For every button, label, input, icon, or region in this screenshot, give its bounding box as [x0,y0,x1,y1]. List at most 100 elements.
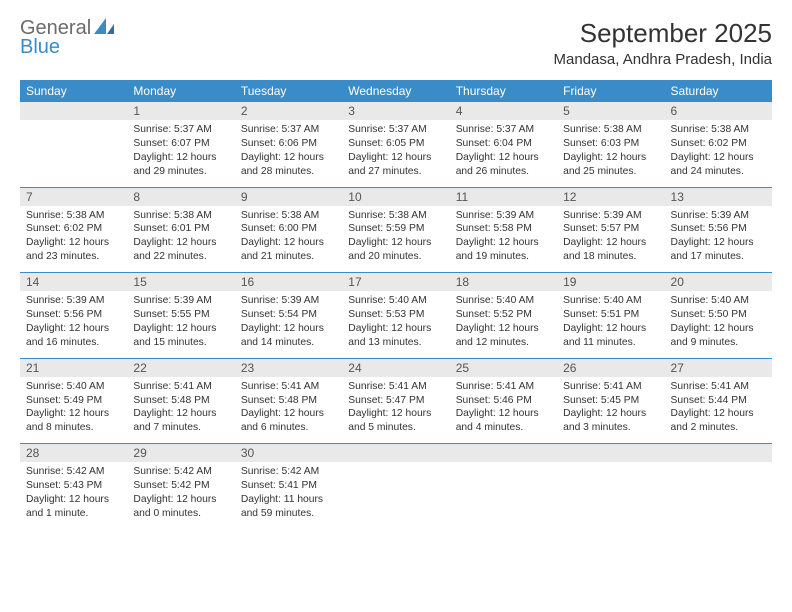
day-body [450,462,557,473]
sunrise-text: Sunrise: 5:39 AM [241,294,336,308]
calendar-cell [20,102,127,187]
day-number [450,444,557,462]
daylight-text: Daylight: 12 hours and 23 minutes. [26,236,121,264]
day-header: Thursday [450,80,557,102]
day-number: 27 [665,359,772,377]
sunrise-text: Sunrise: 5:41 AM [133,380,228,394]
sunset-text: Sunset: 5:55 PM [133,308,228,322]
month-title: September 2025 [554,18,772,49]
day-body [557,462,664,473]
sunset-text: Sunset: 5:50 PM [671,308,766,322]
sunset-text: Sunset: 5:43 PM [26,479,121,493]
daylight-text: Daylight: 12 hours and 18 minutes. [563,236,658,264]
calendar-cell: 1Sunrise: 5:37 AMSunset: 6:07 PMDaylight… [127,102,234,187]
daylight-text: Daylight: 12 hours and 17 minutes. [671,236,766,264]
sunrise-text: Sunrise: 5:38 AM [348,209,443,223]
sunset-text: Sunset: 5:42 PM [133,479,228,493]
day-number: 28 [20,444,127,462]
day-number: 5 [557,102,664,120]
day-number: 15 [127,273,234,291]
day-body: Sunrise: 5:39 AMSunset: 5:56 PMDaylight:… [20,291,127,358]
calendar-cell: 30Sunrise: 5:42 AMSunset: 5:41 PMDayligh… [235,444,342,529]
sunrise-text: Sunrise: 5:37 AM [456,123,551,137]
day-number: 14 [20,273,127,291]
day-body: Sunrise: 5:38 AMSunset: 6:01 PMDaylight:… [127,206,234,273]
day-number: 16 [235,273,342,291]
daylight-text: Daylight: 12 hours and 1 minute. [26,493,121,521]
daylight-text: Daylight: 12 hours and 24 minutes. [671,151,766,179]
day-body: Sunrise: 5:40 AMSunset: 5:53 PMDaylight:… [342,291,449,358]
day-number: 8 [127,188,234,206]
day-header: Sunday [20,80,127,102]
daylight-text: Daylight: 12 hours and 16 minutes. [26,322,121,350]
header: General Blue September 2025 Mandasa, And… [20,18,772,68]
calendar-cell: 27Sunrise: 5:41 AMSunset: 5:44 PMDayligh… [665,358,772,444]
day-body: Sunrise: 5:42 AMSunset: 5:41 PMDaylight:… [235,462,342,529]
sunset-text: Sunset: 6:02 PM [671,137,766,151]
day-number: 30 [235,444,342,462]
sunset-text: Sunset: 6:07 PM [133,137,228,151]
day-header: Monday [127,80,234,102]
day-number [557,444,664,462]
sunrise-text: Sunrise: 5:39 AM [671,209,766,223]
calendar-cell: 14Sunrise: 5:39 AMSunset: 5:56 PMDayligh… [20,273,127,359]
sunrise-text: Sunrise: 5:38 AM [26,209,121,223]
sunrise-text: Sunrise: 5:39 AM [456,209,551,223]
day-body: Sunrise: 5:37 AMSunset: 6:05 PMDaylight:… [342,120,449,187]
calendar-cell [665,444,772,529]
daylight-text: Daylight: 12 hours and 26 minutes. [456,151,551,179]
calendar-cell: 12Sunrise: 5:39 AMSunset: 5:57 PMDayligh… [557,187,664,273]
title-block: September 2025 Mandasa, Andhra Pradesh, … [554,18,772,68]
day-body: Sunrise: 5:39 AMSunset: 5:54 PMDaylight:… [235,291,342,358]
day-number [665,444,772,462]
calendar-cell: 17Sunrise: 5:40 AMSunset: 5:53 PMDayligh… [342,273,449,359]
day-body: Sunrise: 5:38 AMSunset: 6:02 PMDaylight:… [665,120,772,187]
sunset-text: Sunset: 6:06 PM [241,137,336,151]
sunset-text: Sunset: 5:58 PM [456,222,551,236]
day-number: 6 [665,102,772,120]
sunrise-text: Sunrise: 5:42 AM [26,465,121,479]
day-body: Sunrise: 5:42 AMSunset: 5:42 PMDaylight:… [127,462,234,529]
brand-logo: General Blue [20,18,116,59]
calendar-week: 28Sunrise: 5:42 AMSunset: 5:43 PMDayligh… [20,444,772,529]
calendar-week: 7Sunrise: 5:38 AMSunset: 6:02 PMDaylight… [20,187,772,273]
calendar-cell: 4Sunrise: 5:37 AMSunset: 6:04 PMDaylight… [450,102,557,187]
daylight-text: Daylight: 12 hours and 15 minutes. [133,322,228,350]
sunset-text: Sunset: 5:48 PM [241,394,336,408]
calendar-cell: 29Sunrise: 5:42 AMSunset: 5:42 PMDayligh… [127,444,234,529]
day-number: 26 [557,359,664,377]
day-body: Sunrise: 5:41 AMSunset: 5:48 PMDaylight:… [127,377,234,444]
sunset-text: Sunset: 6:03 PM [563,137,658,151]
day-body: Sunrise: 5:40 AMSunset: 5:51 PMDaylight:… [557,291,664,358]
day-header: Tuesday [235,80,342,102]
calendar-cell: 28 Sunrise: 5:42 AMSunset: 5:43 PMDayligh… [20,444,127,529]
sunrise-text: Sunrise: 5:38 AM [563,123,658,137]
brand-word2: Blue [20,36,116,59]
sunrise-text: Sunrise: 5:42 AM [241,465,336,479]
day-body: Sunrise: 5:38 AMSunset: 6:00 PMDaylight:… [235,206,342,273]
day-body: Sunrise: 5:41 AMSunset: 5:44 PMDaylight:… [665,377,772,444]
calendar-cell: 8Sunrise: 5:38 AMSunset: 6:01 PMDaylight… [127,187,234,273]
calendar-cell: 6Sunrise: 5:38 AMSunset: 6:02 PMDaylight… [665,102,772,187]
calendar-cell: 20Sunrise: 5:40 AMSunset: 5:50 PMDayligh… [665,273,772,359]
sunrise-text: Sunrise: 5:42 AM [133,465,228,479]
daylight-text: Daylight: 11 hours and 59 minutes. [241,493,336,521]
sunrise-text: Sunrise: 5:37 AM [348,123,443,137]
sunrise-text: Sunrise: 5:40 AM [563,294,658,308]
calendar-cell: 11Sunrise: 5:39 AMSunset: 5:58 PMDayligh… [450,187,557,273]
sunset-text: Sunset: 5:57 PM [563,222,658,236]
day-body [342,462,449,473]
calendar-table: SundayMondayTuesdayWednesdayThursdayFrid… [20,80,772,529]
calendar-cell [342,444,449,529]
day-body: Sunrise: 5:41 AMSunset: 5:46 PMDaylight:… [450,377,557,444]
brand-text: General Blue [20,18,116,59]
sunrise-text: Sunrise: 5:40 AM [456,294,551,308]
calendar-week: 1Sunrise: 5:37 AMSunset: 6:07 PMDaylight… [20,102,772,187]
day-number: 7 [20,188,127,206]
daylight-text: Daylight: 12 hours and 20 minutes. [348,236,443,264]
sunrise-text: Sunrise: 5:38 AM [241,209,336,223]
sunset-text: Sunset: 5:53 PM [348,308,443,322]
calendar-cell: 24Sunrise: 5:41 AMSunset: 5:47 PMDayligh… [342,358,449,444]
sunrise-text: Sunrise: 5:41 AM [671,380,766,394]
sunset-text: Sunset: 5:56 PM [671,222,766,236]
